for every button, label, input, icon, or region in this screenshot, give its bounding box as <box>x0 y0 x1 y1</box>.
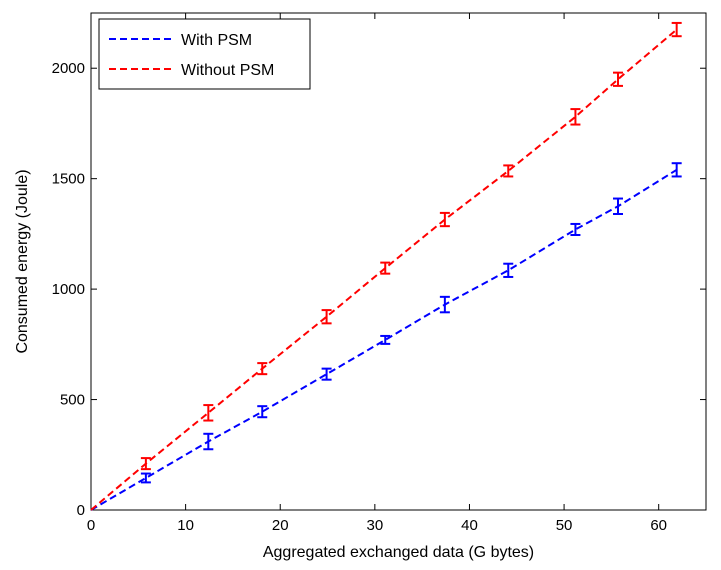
y-tick-label-3: 1500 <box>52 171 85 188</box>
series-0 <box>90 162 682 511</box>
legend-label-0: With PSM <box>181 32 252 49</box>
plot-area <box>90 12 707 511</box>
y-axis-label: Consumed energy (Joule) <box>14 169 31 353</box>
series-line-0 <box>90 168 678 511</box>
error-bar-0-2 <box>203 432 214 451</box>
legend-label-1: Without PSM <box>181 62 274 79</box>
legend: With PSM Without PSM <box>98 18 311 90</box>
error-bar-1-5 <box>380 261 391 275</box>
error-bar-1-9 <box>613 71 624 87</box>
error-bar-1-6 <box>439 211 450 228</box>
error-bar-0-4 <box>321 367 332 381</box>
error-bar-1-10 <box>671 21 682 38</box>
error-bar-0-6 <box>439 295 450 314</box>
x-tick-label-2: 20 <box>272 517 289 534</box>
error-bar-1-8 <box>570 108 581 126</box>
x-tick-label-3: 30 <box>367 517 384 534</box>
error-bar-1-4 <box>321 309 332 325</box>
x-tick-label-6: 60 <box>650 517 667 534</box>
axes-ticks: 0 10 20 30 40 50 60 0 500 1000 1500 2000 <box>52 13 706 534</box>
error-bar-0-3 <box>257 405 268 419</box>
error-bar-0-5 <box>380 334 391 345</box>
y-tick-label-4: 2000 <box>52 60 85 77</box>
error-bar-1-7 <box>503 164 514 178</box>
error-bar-1-3 <box>257 362 268 376</box>
error-bar-0-10 <box>671 162 682 178</box>
series-layer <box>90 21 682 511</box>
x-tick-label-4: 40 <box>461 517 478 534</box>
x-axis-label: Aggregated exchanged data (G bytes) <box>263 544 534 561</box>
y-tick-label-0: 0 <box>77 502 85 519</box>
series-1 <box>90 21 682 511</box>
error-bar-0-7 <box>503 262 514 278</box>
x-tick-label-0: 0 <box>87 517 95 534</box>
legend-box <box>98 18 311 90</box>
error-bar-0-9 <box>613 197 624 216</box>
y-tick-label-1: 500 <box>60 392 85 409</box>
x-tick-label-5: 50 <box>556 517 573 534</box>
error-bar-1-2 <box>203 404 214 422</box>
x-tick-label-1: 10 <box>177 517 194 534</box>
error-bar-1-1 <box>140 457 151 471</box>
y-tick-label-2: 1000 <box>52 281 85 298</box>
error-bar-0-8 <box>570 222 581 236</box>
error-bar-0-1 <box>140 472 151 484</box>
